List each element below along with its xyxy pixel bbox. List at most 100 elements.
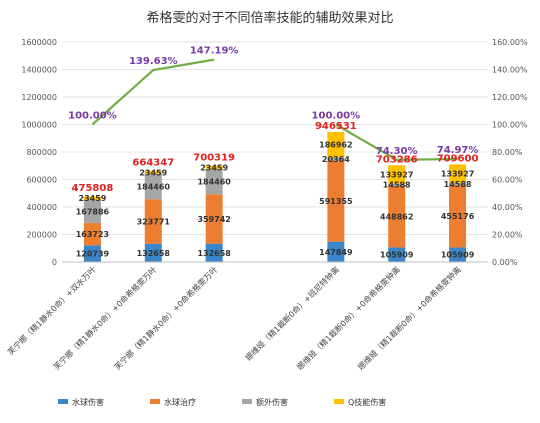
bar-segment [449,247,467,262]
y-tick-label: 600000 [26,176,57,185]
data-labels: 1207391637231678862345947580813265832377… [68,46,478,260]
segment-value-label: 23459 [200,163,228,172]
y2-tick-label: 100.00% [492,121,528,130]
y2-tick-label: 140.00% [492,66,528,75]
ratio-label: 74.97% [437,145,479,156]
bar-segment [144,173,162,200]
segment-value-label: 184460 [197,178,231,187]
segment-value-label: 132658 [137,249,171,258]
ratio-line [91,58,458,161]
bar-segment [388,183,406,186]
bar-segment [449,184,467,248]
segment-value-label: 23459 [139,168,167,177]
segment-value-label: 14588 [383,181,411,190]
bar-segment [388,247,406,262]
bar-segment [144,199,162,244]
y-tick-label: 0 [52,258,57,267]
bar-segment [205,243,223,262]
bar-segment [327,157,345,161]
bar-segment [449,164,467,183]
y2-tick-label: 60.00% [492,176,523,185]
segment-value-label: 20364 [322,155,350,164]
segment-value-label: 133927 [441,170,474,179]
ratio-label: 100.00% [68,111,117,122]
total-value-label: 700319 [193,152,235,163]
total-value-label: 475808 [72,183,114,194]
bars [83,131,467,262]
gridlines [62,41,488,263]
legend-label: Q技能伤害 [348,397,386,407]
y-tick-label: 1600000 [21,38,57,47]
ratio-label: 74.30% [376,146,418,157]
segment-value-label: 186962 [319,141,352,150]
segment-value-label: 105909 [380,251,414,260]
y-tick-label: 1000000 [21,121,57,130]
legend-label: 水球伤害 [72,397,104,407]
ratio-line-series [335,123,458,161]
y-tick-label: 400000 [26,203,57,212]
bar-segment [144,243,162,262]
legend-swatch [150,399,160,404]
legend-swatch [334,399,344,404]
y2-tick-label: 120.00% [492,93,528,102]
total-value-label: 664347 [132,157,174,168]
y-tick-label: 200000 [26,231,57,240]
segment-value-label: 132658 [197,249,231,258]
legend-swatch [58,399,68,404]
bar-segment [144,170,162,174]
category-label: 芙宁娜（精1静水0命）+0命希格雯万叶 [51,264,158,371]
ratio-label: 139.63% [129,56,178,67]
segment-value-label: 105909 [441,251,475,260]
segment-value-label: 167886 [76,207,110,216]
bar-segment [327,241,345,262]
bar-segment [205,165,223,169]
y-tick-label: 1400000 [21,66,57,75]
ratio-label: 147.19% [190,46,239,57]
bar-segment [83,196,101,200]
category-label: 芙宁娜（精1静水0命）+0命希格雯万叶 [112,264,219,371]
y2-tick-label: 20.00% [492,231,523,240]
y2-tick-label: 160.00% [492,38,528,47]
segment-value-label: 359742 [197,215,230,224]
chart-title: 希格雯的对于不同倍率技能的辅助效果对比 [146,10,393,26]
bar-segment [327,131,345,158]
segment-value-label: 23459 [79,194,107,203]
total-value-label: 709600 [437,153,479,164]
category-label: 娜维娅（精1裁断0命）+班尼特钟离 [243,264,341,362]
y2-tick-label: 0.00% [492,258,518,267]
total-value-label: 703286 [376,154,418,165]
bar-segment [388,185,406,248]
segment-value-label: 591355 [319,197,353,206]
bar-segment [327,160,345,242]
category-label: 娜维娅（精1裁断0命）+0命希格雯钟离 [356,264,463,371]
bar-segment [388,165,406,184]
total-value-label: 946531 [315,121,357,132]
segment-value-label: 163723 [76,230,109,239]
segment-value-label: 184460 [137,183,171,192]
ratio-label: 100.00% [312,111,361,122]
legend-swatch [242,399,252,404]
legend-label: 水球治疗 [164,397,196,407]
segment-value-label: 323771 [137,218,171,227]
y2-tick-label: 80.00% [492,148,523,157]
segment-value-label: 120739 [76,250,110,259]
segment-value-label: 448862 [380,213,413,222]
bar-segment [205,194,223,244]
y-tick-label: 1200000 [21,93,57,102]
y2-tick-label: 40.00% [492,203,523,212]
bar-segment [449,182,467,185]
category-label: 娜维娅（精1裁断0命）+0命希格雯钟离 [295,264,402,371]
bar-segment [83,222,101,246]
legend-label: 额外伤害 [256,397,288,407]
bar-segment [83,199,101,223]
y-tick-label: 800000 [26,148,57,157]
legend: 水球伤害 水球治疗 额外伤害 Q技能伤害 [58,397,386,407]
segment-value-label: 455176 [441,212,475,221]
bar-segment [205,168,223,195]
segment-value-label: 133927 [380,171,413,180]
ratio-line-series [91,58,215,126]
segment-value-label: 147849 [319,248,353,257]
bar-segment [83,245,101,262]
segment-value-label: 14588 [444,180,472,189]
